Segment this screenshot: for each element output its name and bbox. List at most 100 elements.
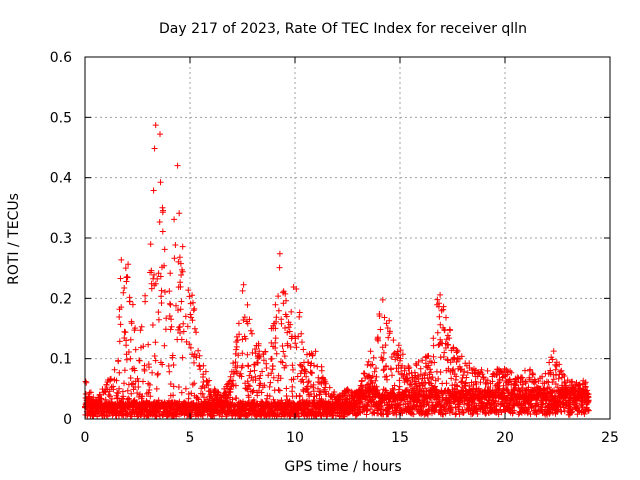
roti-point [303, 373, 310, 380]
roti-point [261, 382, 268, 389]
roti-point [234, 337, 241, 344]
roti-point [200, 371, 207, 378]
roti-point [166, 408, 173, 415]
roti-point [298, 362, 304, 369]
roti-point [187, 344, 194, 351]
roti-point [120, 393, 127, 400]
roti-point [141, 362, 148, 369]
roti-point [159, 228, 166, 235]
roti-point [124, 274, 131, 281]
roti-point [186, 341, 193, 348]
roti-point [385, 334, 392, 341]
roti-point [191, 325, 198, 332]
roti-point [148, 285, 155, 292]
roti-point [172, 242, 179, 248]
roti-point [137, 327, 144, 334]
roti-point [320, 375, 327, 382]
roti-point [149, 369, 156, 376]
roti-point [86, 393, 92, 400]
roti-point [160, 207, 166, 214]
roti-point [186, 293, 193, 300]
roti-point [313, 392, 320, 399]
roti-point [122, 265, 129, 272]
roti-point [166, 313, 173, 319]
roti-point [166, 300, 173, 307]
roti-point [161, 262, 168, 269]
roti-point [147, 393, 154, 400]
roti-point [282, 325, 288, 331]
roti-point [168, 323, 175, 330]
roti-point [316, 388, 323, 395]
roti-point [152, 357, 159, 364]
roti-point [154, 371, 161, 378]
roti-point [277, 375, 284, 382]
roti-point [189, 381, 196, 388]
roti-point [317, 389, 324, 396]
roti-point [158, 287, 165, 294]
roti-point [284, 329, 291, 336]
roti-point [417, 365, 424, 372]
roti-point [292, 340, 299, 347]
roti-point [180, 320, 187, 327]
roti-point [290, 376, 297, 383]
roti-point [296, 309, 303, 316]
x-tick-label: 0 [81, 430, 90, 446]
roti-point [285, 324, 292, 331]
roti-point [344, 386, 351, 393]
roti-point [273, 350, 280, 357]
roti-point [146, 364, 152, 371]
roti-point [289, 383, 296, 390]
roti-point [437, 291, 444, 298]
roti-point [379, 296, 386, 303]
roti-point [167, 326, 174, 333]
roti-point [157, 273, 164, 280]
roti-point [281, 353, 288, 360]
roti-point [244, 320, 251, 327]
roti-point [116, 369, 123, 376]
roti-point [244, 301, 251, 308]
roti-point [256, 375, 263, 382]
roti-point [367, 348, 374, 355]
roti-point [371, 368, 378, 375]
roti-point [82, 391, 89, 397]
roti-point [145, 341, 152, 348]
roti-point [374, 387, 381, 394]
roti-point [122, 329, 129, 336]
roti-point [240, 281, 247, 288]
roti-point [90, 394, 97, 401]
roti-point [152, 280, 159, 287]
roti-point [276, 387, 283, 394]
roti-point [156, 219, 163, 225]
roti-point [247, 368, 254, 375]
roti-point [239, 287, 246, 294]
roti-point [199, 412, 206, 419]
x-tick-label: 15 [391, 430, 409, 446]
roti-point [379, 357, 386, 364]
roti-point [300, 346, 307, 353]
roti-point [246, 383, 253, 390]
roti-point [118, 304, 125, 311]
roti-point [259, 368, 266, 375]
roti-point [117, 275, 124, 282]
roti-point [342, 392, 349, 399]
roti-point [280, 348, 287, 355]
roti-point [287, 344, 294, 350]
roti-point [142, 298, 149, 305]
roti-point [155, 309, 162, 316]
roti-point [150, 187, 157, 194]
roti-point [326, 384, 333, 391]
roti-point [383, 363, 390, 369]
roti-point [177, 260, 184, 267]
roti-point [167, 301, 174, 308]
roti-point [252, 377, 259, 384]
roti-point [96, 391, 103, 398]
x-tick-label: 10 [286, 430, 304, 446]
roti-point [361, 370, 368, 377]
roti-point [154, 275, 161, 282]
roti-point [249, 330, 255, 337]
roti-point [267, 379, 274, 386]
roti-point [176, 210, 183, 217]
roti-point [232, 359, 239, 366]
roti-point [240, 317, 247, 323]
roti-point [283, 393, 290, 399]
